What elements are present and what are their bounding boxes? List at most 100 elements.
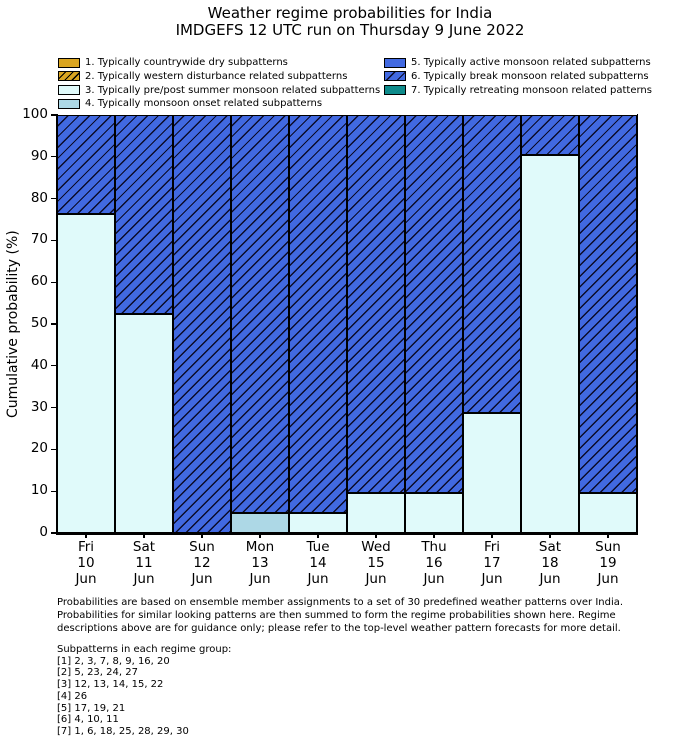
x-tick-mark (491, 534, 493, 538)
y-tick-label: 100 (22, 106, 48, 122)
y-tick-mark (51, 239, 56, 242)
bar-segment (579, 493, 637, 533)
bar-segment (231, 115, 289, 513)
bar-segment (173, 115, 231, 533)
bar-segment (405, 493, 463, 533)
bar-segment (231, 512, 289, 533)
x-tick-label: Sun 19 Jun (579, 539, 637, 587)
bar-segment (289, 115, 347, 513)
x-tick-line: 19 (599, 555, 617, 571)
x-tick-line: Jun (481, 571, 503, 587)
x-tick-line: 14 (309, 555, 327, 571)
y-tick-mark (51, 532, 56, 534)
legend-item-label: 2. Typically western disturbance related… (85, 70, 348, 82)
chart-subtitle: IMDGEFS 12 UTC run on Thursday 9 June 20… (175, 21, 525, 39)
x-tick-label: Fri 17 Jun (463, 539, 521, 587)
y-tick-mark (51, 156, 56, 158)
y-axis-label: Cumulative probability (%) (5, 230, 21, 418)
footer-line: descriptions above are for guidance only… (57, 623, 621, 635)
y-axis-spine (56, 114, 58, 534)
x-axis-spine (56, 533, 638, 535)
y-tick-mark (51, 114, 56, 116)
footer-line: Probabilities are based on ensemble memb… (57, 597, 624, 608)
legend-swatch-r6 (384, 71, 406, 82)
subpatterns-line: [3] 12, 13, 14, 15, 22 (57, 679, 164, 691)
x-tick-mark (433, 534, 435, 538)
x-tick-label: Thu 16 Jun (405, 539, 463, 587)
x-tick-label: Wed 15 Jun (347, 539, 405, 587)
x-tick-line: Jun (191, 571, 213, 587)
x-tick-label: Tue 14 Jun (289, 539, 347, 587)
x-tick-line: 10 (77, 555, 95, 571)
x-tick-line: Jun (423, 571, 445, 587)
x-tick-line: Jun (249, 571, 271, 587)
right-spine (636, 114, 638, 534)
bar-segment (347, 115, 405, 494)
x-tick-mark (549, 534, 551, 538)
legend-item-label: 7. Typically retreating monsoon related … (411, 84, 652, 96)
x-tick-line: 17 (483, 555, 501, 571)
legend-swatch-r5 (384, 57, 406, 68)
legend-item-label: 4. Typically monsoon onset related subpa… (85, 98, 323, 110)
y-tick-label: 90 (30, 147, 48, 164)
x-tick-mark (143, 534, 145, 538)
legend-item-label: 3. Typically pre/post summer monsoon rel… (85, 84, 381, 96)
subpatterns-line: [6] 4, 10, 11 (57, 714, 119, 726)
x-tick-line: 18 (541, 555, 559, 571)
bar-segment (579, 115, 637, 494)
bar-segment (115, 313, 173, 533)
chart-title: Weather regime probabilities for India (207, 4, 493, 22)
x-tick-mark (201, 534, 203, 538)
subpatterns-line: [5] 17, 19, 21 (57, 702, 126, 714)
bar-segment (463, 413, 521, 533)
x-tick-line: Jun (365, 571, 387, 587)
x-tick-label: Sat 11 Jun (115, 539, 173, 587)
y-tick-label: 10 (30, 482, 48, 499)
subpatterns-line: [2] 5, 23, 24, 27 (57, 667, 138, 679)
plot-area (57, 115, 637, 533)
y-tick-label: 30 (30, 398, 48, 415)
footer-line: Probabilities for similar looking patter… (57, 610, 616, 622)
x-tick-line: Jun (75, 571, 97, 587)
x-tick-mark (607, 534, 609, 538)
x-tick-line: 16 (425, 555, 443, 571)
y-tick-mark (51, 365, 56, 367)
x-tick-line: 13 (251, 555, 269, 571)
y-tick-label: 40 (30, 356, 48, 373)
subpatterns-heading: Subpatterns in each regime group: (57, 644, 232, 655)
y-tick-label: 70 (30, 231, 48, 248)
y-tick-mark (51, 406, 56, 409)
y-tick-label: 60 (30, 273, 48, 290)
x-tick-line: Tue (306, 539, 330, 555)
x-tick-line: Wed (361, 539, 391, 555)
x-tick-line: Sun (595, 539, 621, 555)
x-tick-line: Jun (307, 571, 329, 587)
x-tick-line: Sun (189, 539, 215, 555)
x-tick-label: Mon 13 Jun (231, 539, 289, 587)
x-tick-label: Sat 18 Jun (521, 539, 579, 587)
x-tick-label: Fri 10 Jun (57, 539, 115, 587)
subpatterns-line: [7] 1, 6, 18, 25, 28, 29, 30 (57, 725, 189, 737)
legend-swatch-r7 (384, 85, 406, 96)
x-tick-mark (259, 534, 261, 538)
x-tick-line: Jun (539, 571, 561, 587)
bar-segment (115, 115, 173, 314)
x-tick-line: Thu (421, 539, 447, 555)
bar-segment (57, 214, 115, 533)
y-tick-label: 0 (39, 524, 48, 540)
legend-item-label: 5. Typically active monsoon related subp… (411, 57, 651, 68)
x-tick-label: Sun 12 Jun (173, 539, 231, 587)
subpatterns-line: [4] 26 (57, 690, 88, 702)
x-tick-line: 15 (367, 555, 385, 571)
y-tick-mark (51, 323, 56, 325)
x-tick-mark (85, 534, 87, 538)
x-tick-line: Jun (133, 571, 155, 587)
y-tick-label: 50 (30, 315, 48, 331)
bar-segment (521, 154, 579, 533)
y-tick-mark (51, 197, 56, 200)
bar-segment (289, 512, 347, 533)
x-tick-line: Sat (538, 539, 562, 555)
bar-segment (347, 493, 405, 533)
legend-swatch-r1 (58, 57, 80, 68)
